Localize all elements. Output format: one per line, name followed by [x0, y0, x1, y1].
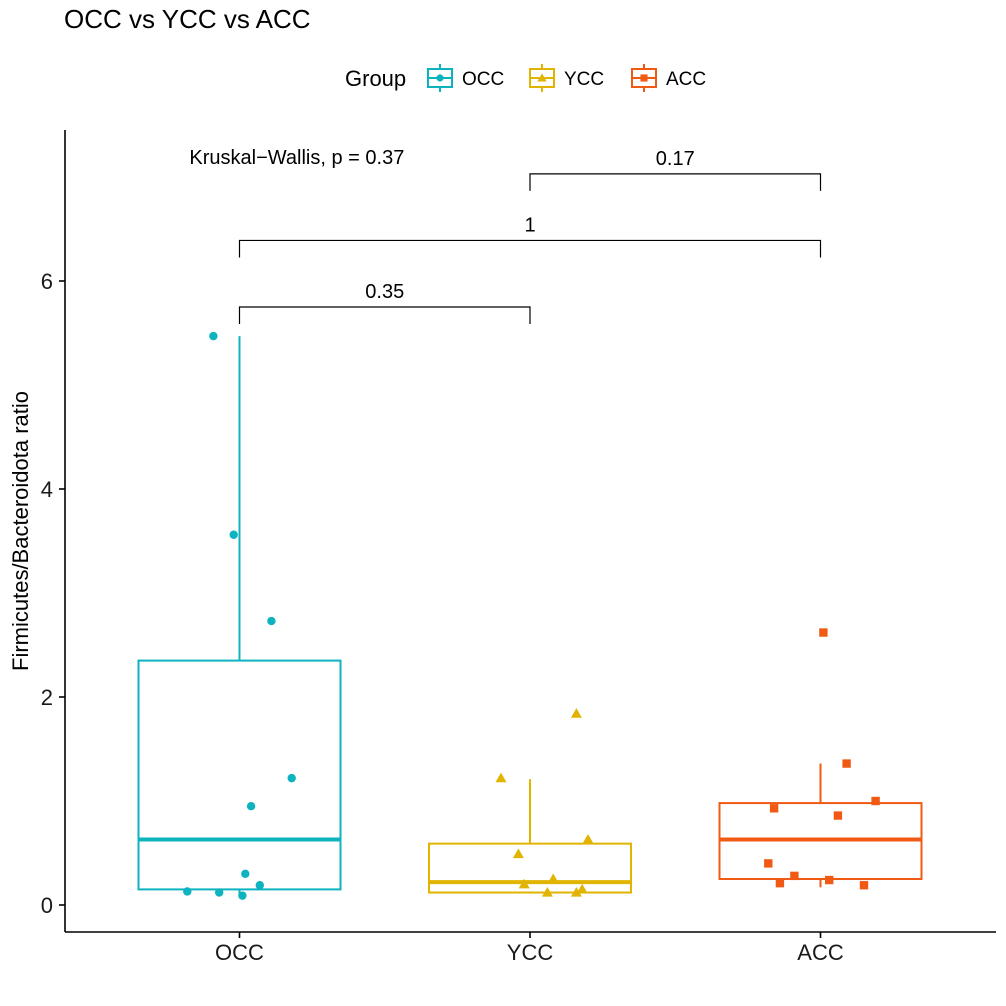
- legend: Group OCC YCC ACC: [345, 64, 706, 92]
- point-occ: [229, 530, 238, 539]
- point-occ: [246, 802, 256, 811]
- bracket-line: [238, 239, 822, 258]
- point-occ: [215, 888, 224, 897]
- point-ycc: [582, 833, 594, 844]
- point-occ: [255, 881, 264, 890]
- point-acc: [825, 875, 834, 885]
- point-acc: [769, 804, 779, 813]
- point-acc: [859, 881, 869, 890]
- point-occ: [238, 891, 247, 900]
- point-ycc: [512, 848, 524, 859]
- point-ycc: [570, 887, 582, 897]
- y-tick-label: 0: [41, 893, 53, 918]
- y-tick-label: 2: [41, 685, 53, 710]
- point-occ: [209, 331, 218, 341]
- bracket-line: [529, 173, 822, 191]
- point-acc: [819, 628, 828, 637]
- point-acc: [775, 878, 785, 888]
- y-tick-label: 6: [41, 269, 53, 294]
- point-ycc: [576, 883, 588, 894]
- legend-label: YCC: [564, 69, 604, 90]
- box-ycc: [428, 779, 632, 894]
- point-acc: [842, 759, 851, 768]
- comparison-bracket: 0.17: [529, 148, 822, 191]
- x-tick-label: OCC: [215, 940, 264, 965]
- legend-label: ACC: [666, 69, 706, 90]
- legend-item-occ: OCC: [427, 64, 504, 92]
- legend-item-ycc: YCC: [529, 64, 604, 92]
- point-occ: [287, 773, 296, 783]
- p-value-label: 0.17: [656, 148, 695, 170]
- legend-key-marker: [436, 74, 444, 82]
- point-ycc: [547, 873, 559, 884]
- box-acc: [718, 763, 923, 888]
- point-acc: [764, 859, 773, 868]
- point-ycc: [570, 708, 582, 718]
- box-occ: [137, 336, 342, 895]
- point-acc: [790, 871, 799, 881]
- bracket-line: [238, 306, 531, 324]
- legend-key-marker: [640, 74, 648, 82]
- point-occ: [241, 869, 250, 878]
- y-axis-title: Firmicutes/Bacteroidota ratio: [8, 391, 33, 671]
- comparison-bracket: 0.35: [238, 281, 531, 324]
- point-acc: [833, 811, 843, 820]
- p-value-label: 1: [524, 214, 535, 236]
- point-acc: [871, 796, 880, 806]
- point-occ: [183, 887, 192, 896]
- p-value-label: 0.35: [365, 281, 404, 303]
- comparison-bracket: 1: [238, 214, 822, 258]
- legend-label: OCC: [462, 69, 504, 90]
- legend-key-marker: [537, 73, 547, 82]
- point-occ: [267, 616, 276, 626]
- point-ycc: [495, 772, 507, 783]
- x-tick-label: YCC: [507, 940, 554, 965]
- legend-title: Group: [345, 66, 406, 91]
- point-ycc: [518, 878, 530, 889]
- y-tick-label: 4: [41, 477, 53, 502]
- box-iqr: [428, 842, 632, 894]
- kruskal-wallis-label: Kruskal−Wallis, p = 0.37: [189, 147, 404, 169]
- point-ycc: [541, 887, 553, 897]
- legend-item-acc: ACC: [631, 64, 706, 92]
- chart-title: OCC vs YCC vs ACC: [64, 4, 311, 34]
- box-iqr: [137, 659, 342, 891]
- x-tick-label: ACC: [797, 940, 844, 965]
